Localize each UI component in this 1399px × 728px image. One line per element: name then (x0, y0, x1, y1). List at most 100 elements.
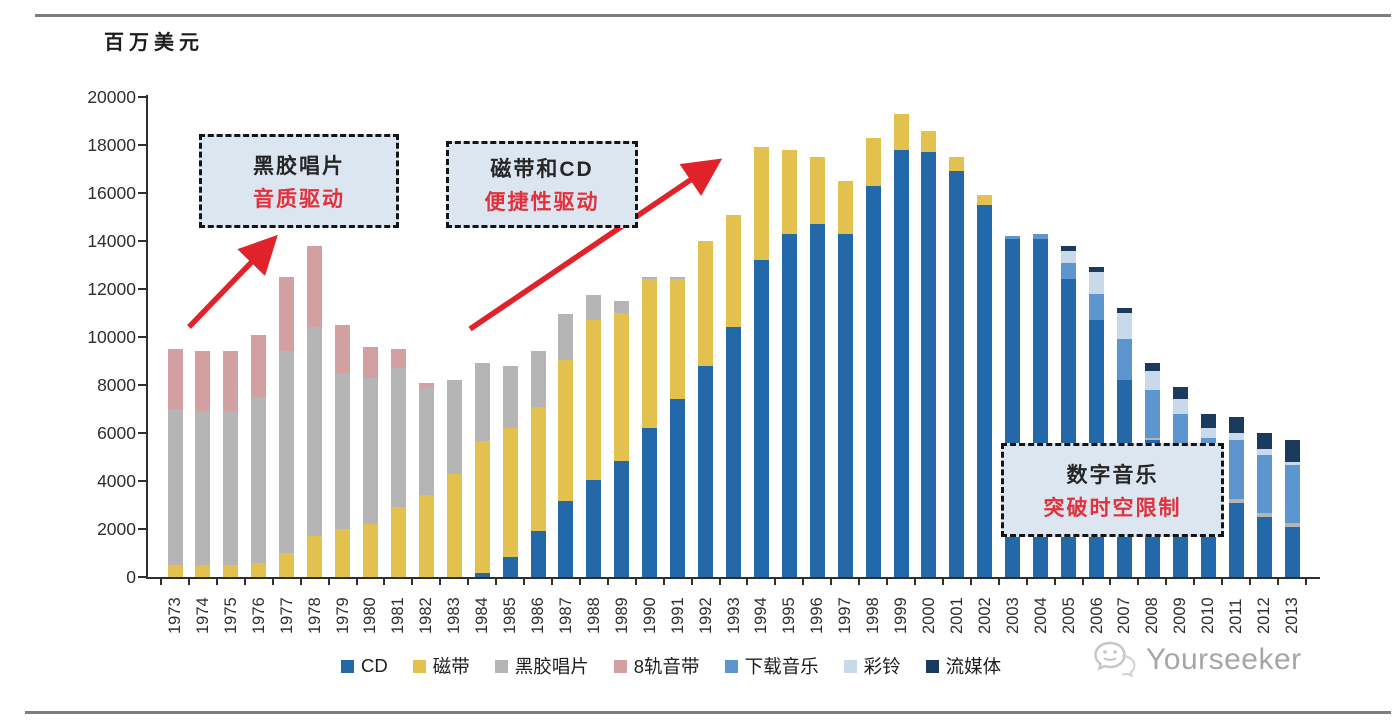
x-tick-mark (1304, 579, 1307, 585)
x-tick-mark (523, 579, 526, 585)
x-tick-mark (1109, 579, 1112, 585)
bar-segment-黑胶唱片 (418, 387, 434, 496)
legend-item-CD: CD (341, 655, 388, 677)
y-tick-mark (138, 528, 146, 530)
bar-segment-CD (949, 171, 965, 577)
bar-segment-CD (837, 233, 853, 577)
y-tick-label: 0 (126, 567, 136, 587)
x-tick-mark (355, 579, 358, 585)
bar-segment-CD (1284, 526, 1300, 577)
x-tick-label: 1976 (249, 597, 268, 634)
x-tick-mark (914, 579, 916, 585)
bar-segment-黑胶唱片 (223, 411, 239, 565)
x-tick-label: 1992 (696, 597, 715, 634)
legend-label: 下载音乐 (744, 656, 819, 677)
x-tick-label: 2002 (975, 597, 994, 634)
bar-segment-CD (586, 479, 602, 577)
x-tick-label: 1978 (305, 597, 324, 634)
bar-segment-下载音乐 (1284, 465, 1300, 523)
x-tick-mark (830, 579, 833, 585)
bar-segment-磁带 (753, 147, 769, 261)
bar-segment-磁带 (586, 320, 602, 480)
y-tick-mark (138, 432, 146, 434)
bar-segment-黑胶唱片 (586, 295, 602, 321)
x-tick-mark (1249, 579, 1252, 585)
x-tick-label: 1995 (780, 597, 799, 634)
bar-segment-CD (642, 428, 658, 577)
x-tick-mark (997, 579, 1000, 585)
legend-label: 彩铃 (863, 656, 901, 677)
x-tick-label: 2009 (1171, 597, 1190, 634)
bar-segment-CD (893, 149, 909, 577)
bar-segment-流媒体 (1116, 308, 1132, 313)
x-tick-mark (411, 579, 414, 585)
bar-segment-流媒体 (1228, 416, 1244, 434)
y-tick-mark (138, 336, 146, 338)
bar-segment-彩铃 (1172, 399, 1188, 414)
y-tick-label: 14000 (87, 231, 136, 251)
x-tick-mark (160, 579, 163, 585)
bar-segment-黑胶唱片 (530, 351, 546, 407)
callout-digital-title: 数字音乐 (1066, 463, 1159, 487)
bar-segment-8轨音带 (307, 245, 323, 328)
callout-cassette-cd-title: 磁带和CD (490, 158, 594, 181)
x-tick-mark (1081, 579, 1084, 585)
x-tick-label: 1977 (277, 597, 296, 634)
x-tick-label: 1974 (193, 597, 212, 634)
x-tick-label: 1975 (221, 597, 240, 634)
bar-segment-8轨音带 (418, 382, 434, 388)
legend-label: CD (361, 655, 388, 676)
callout-digital-subtitle: 突破时空限制 (1043, 496, 1182, 520)
x-tick-mark (718, 579, 721, 585)
bar-segment-下载音乐 (1061, 262, 1077, 280)
x-tick-label: 1981 (389, 597, 408, 634)
bar-segment-下载音乐 (1256, 454, 1272, 514)
x-tick-label: 2004 (1031, 597, 1050, 634)
x-tick-label: 1994 (752, 597, 771, 634)
x-tick-label: 1986 (529, 597, 548, 634)
bar-segment-8轨音带 (195, 351, 211, 412)
bar-segment-CD (698, 365, 714, 577)
x-tick-mark (495, 579, 498, 585)
x-tick-mark (1277, 579, 1280, 585)
bar-segment-磁带 (670, 279, 686, 400)
y-tick-mark (138, 288, 146, 290)
bar-segment-CD (865, 185, 881, 577)
bar-segment-CD (753, 260, 769, 577)
watermark: Yourseeker (1092, 640, 1302, 680)
bar-segment-黑胶唱片 (502, 365, 518, 429)
x-tick-label: 2006 (1087, 597, 1106, 634)
y-tick-mark (138, 240, 146, 242)
callout-digital: 数字音乐 突破时空限制 (1001, 443, 1224, 537)
bar-segment-磁带 (279, 553, 295, 577)
x-tick-mark (383, 579, 386, 585)
x-tick-mark (439, 579, 442, 585)
bottom-divider (25, 711, 1391, 714)
bar-segment-下载音乐 (1228, 440, 1244, 499)
x-tick-label: 1985 (501, 597, 520, 634)
bar-segment-黑胶唱片 (390, 368, 406, 508)
bar-segment-流媒体 (1144, 363, 1160, 371)
x-tick-mark (941, 579, 944, 585)
x-tick-label: 2005 (1059, 597, 1078, 634)
bar-segment-CD (1228, 502, 1244, 577)
x-tick-mark (969, 579, 972, 585)
y-tick-label: 20000 (87, 87, 136, 107)
bar-segment-磁带 (921, 130, 937, 153)
bar-segment-磁带 (642, 279, 658, 429)
y-tick-label: 2000 (97, 519, 136, 539)
x-tick-mark (662, 579, 665, 585)
x-tick-mark (550, 579, 553, 585)
legend-item-8轨音带: 8轨音带 (613, 653, 700, 679)
legend-label: 磁带 (432, 656, 470, 677)
x-tick-label: 1980 (361, 597, 380, 634)
bar-segment-磁带 (865, 137, 881, 186)
legend-item-下载音乐: 下载音乐 (724, 653, 819, 679)
x-tick-mark (746, 579, 749, 585)
y-tick-label: 16000 (87, 183, 136, 203)
legend-item-磁带: 磁带 (412, 653, 470, 679)
bar-segment-磁带 (390, 507, 406, 577)
bar-segment-磁带 (251, 562, 267, 577)
y-tick-label: 6000 (97, 423, 136, 443)
